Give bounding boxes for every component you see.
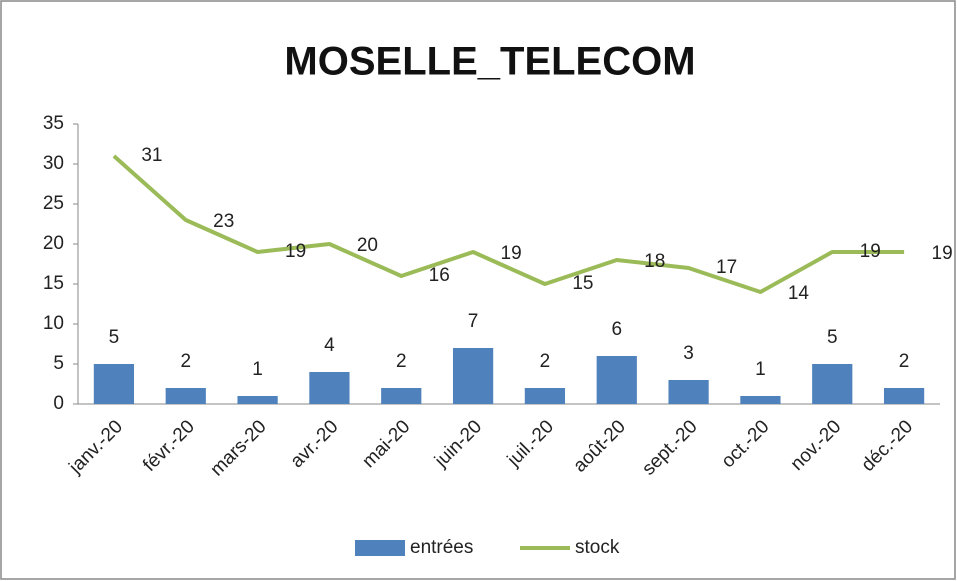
line-value-label: 19 xyxy=(285,241,306,262)
line xyxy=(112,154,905,294)
line-value-label: 19 xyxy=(860,241,881,262)
bar-value-label: 6 xyxy=(611,319,622,340)
bar-value-label: 5 xyxy=(827,327,838,348)
bar xyxy=(883,388,925,404)
y-tick-label: 0 xyxy=(53,393,64,414)
bar-value-label: 2 xyxy=(540,351,551,372)
line-value-label: 14 xyxy=(788,283,810,304)
bar-value-label: 2 xyxy=(899,351,910,372)
bar xyxy=(668,380,709,404)
bar xyxy=(93,364,135,404)
line-value-label: 16 xyxy=(429,265,450,286)
line-value-label: 19 xyxy=(932,243,953,264)
line-value-label: 31 xyxy=(141,145,162,166)
bar xyxy=(740,396,781,404)
bar-value-label: 4 xyxy=(324,335,335,356)
bar xyxy=(165,388,206,404)
bar-value-label: 1 xyxy=(755,359,766,380)
line-value-label: 23 xyxy=(213,211,234,232)
bar-value-label: 5 xyxy=(109,327,120,348)
bar-value-label: 7 xyxy=(468,311,479,332)
bar-value-label: 2 xyxy=(180,351,191,372)
y-tick-label: 30 xyxy=(43,153,64,174)
bar xyxy=(596,356,637,404)
line-value-label: 15 xyxy=(572,273,593,294)
line-value-label: 17 xyxy=(716,257,737,278)
y-tick-label: 10 xyxy=(43,313,64,334)
y-tick-label: 35 xyxy=(43,113,64,134)
y-tick-label: 5 xyxy=(53,353,64,374)
bar xyxy=(309,372,350,404)
bar xyxy=(381,388,422,404)
y-tick-label: 15 xyxy=(43,273,64,294)
bar xyxy=(524,388,566,404)
legend-swatch xyxy=(355,540,405,556)
chart-title: MOSELLE_TELECOM xyxy=(284,40,695,84)
bar-value-label: 1 xyxy=(252,359,263,380)
legend-label: entrées xyxy=(410,537,473,558)
line-value-label: 18 xyxy=(644,251,665,272)
bar-value-label: 3 xyxy=(683,343,694,364)
bar-value-label: 2 xyxy=(396,351,407,372)
legend-label: stock xyxy=(575,537,620,558)
y-tick-label: 20 xyxy=(43,233,64,254)
bar xyxy=(237,396,278,404)
line-value-label: 20 xyxy=(357,235,378,256)
y-tick-label: 25 xyxy=(43,193,64,214)
bar xyxy=(452,348,494,404)
line-value-label: 19 xyxy=(501,243,522,264)
bar xyxy=(812,364,853,404)
